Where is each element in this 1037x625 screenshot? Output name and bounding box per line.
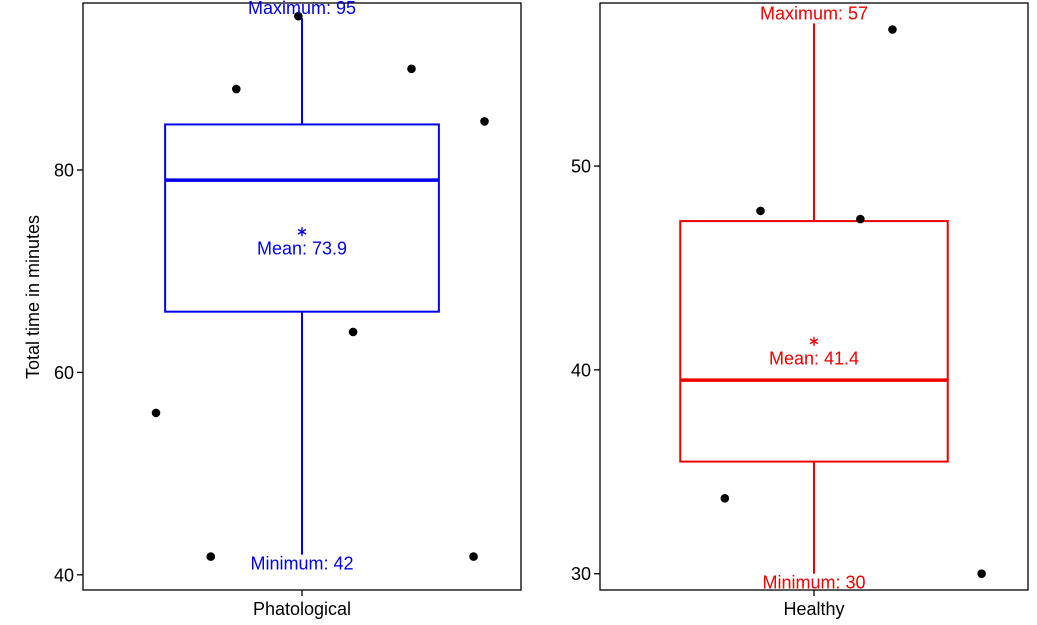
data-point	[756, 206, 765, 216]
y-tick-label: 40	[54, 565, 74, 585]
max-label: Maximum: 95	[248, 0, 356, 18]
data-point	[977, 569, 986, 578]
mean-marker	[809, 338, 819, 345]
x-tick-label: Phatological	[253, 599, 351, 619]
max-label: Maximum: 57	[760, 3, 868, 23]
y-tick-label: 50	[571, 157, 591, 177]
panel-phatological: 40 60 80 Phatological Maximum: 95 Mean: 73.9 M…	[54, 0, 522, 619]
data-point	[151, 408, 161, 418]
x-tick-label: Healthy	[783, 599, 844, 619]
y-tick-label: 40	[571, 360, 591, 380]
data-point	[856, 214, 865, 224]
y-axis-label: Total time in minutes	[23, 215, 43, 379]
data-point	[480, 117, 489, 126]
y-tick-label: 60	[54, 363, 74, 383]
y-tick-label: 80	[54, 160, 74, 180]
mean-label: Mean: 41.4	[769, 348, 859, 368]
data-point	[720, 493, 730, 503]
iqr-box	[679, 220, 949, 463]
data-point	[407, 64, 416, 74]
data-point	[469, 552, 478, 561]
panel-healthy: 30 40 50 Healthy Maximum: 57 Mean: 41.4 Minimu…	[571, 2, 1029, 619]
mean-label: Mean: 73.9	[257, 239, 347, 259]
data-point	[206, 552, 216, 561]
data-point	[348, 327, 358, 337]
data-point	[232, 84, 241, 94]
iqr-box	[164, 123, 440, 313]
data-point	[294, 11, 303, 21]
y-tick-label: 30	[571, 564, 591, 584]
data-point	[888, 25, 897, 34]
min-label: Minimum: 30	[762, 573, 865, 593]
min-label: Minimum: 42	[250, 554, 353, 574]
mean-marker	[297, 228, 307, 235]
